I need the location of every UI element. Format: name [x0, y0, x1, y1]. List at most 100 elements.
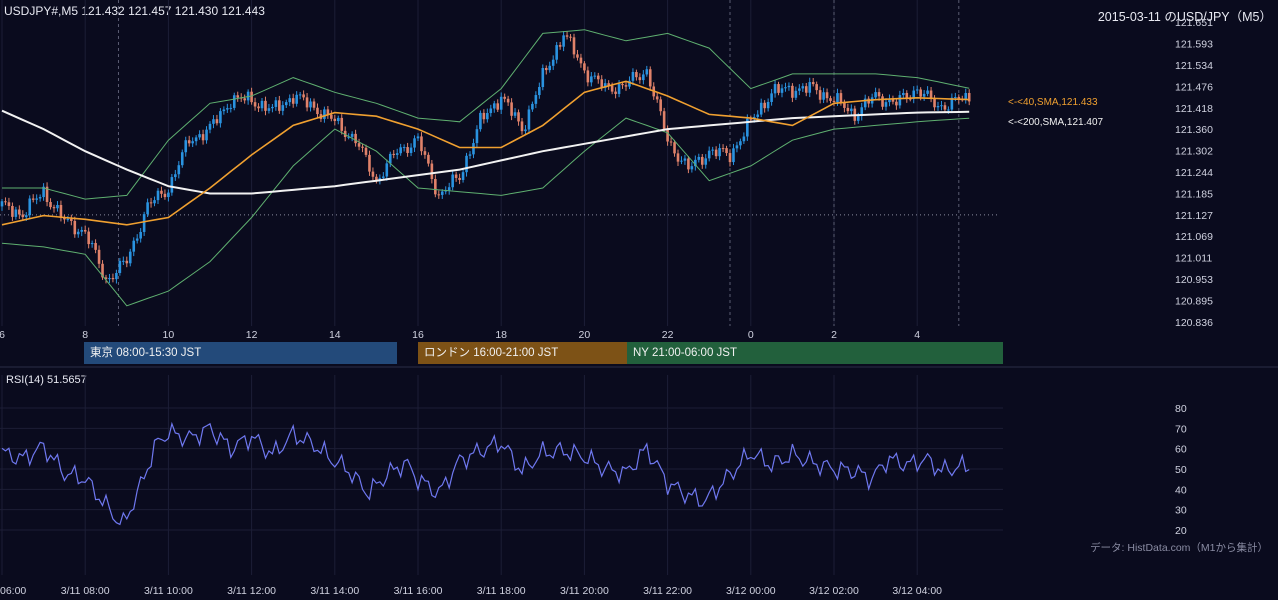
- candle-body: [11, 205, 14, 217]
- candle-body: [291, 98, 295, 104]
- candle-body: [205, 129, 208, 141]
- candle-body: [336, 117, 340, 122]
- candle-body: [895, 101, 898, 106]
- candle-body: [700, 156, 704, 165]
- bollinger-lower-line: [1, 117, 970, 307]
- candle-body: [194, 137, 198, 142]
- candle-body: [243, 98, 246, 101]
- candle-body: [66, 218, 70, 220]
- candle-body: [465, 155, 468, 173]
- candle-body: [406, 147, 409, 153]
- candle-body: [0, 201, 4, 207]
- candle-body: [531, 103, 534, 110]
- candle-body: [499, 96, 503, 110]
- candle-body: [309, 101, 312, 108]
- price-tick-label: 120.895: [1175, 295, 1213, 307]
- candle-body: [617, 84, 621, 94]
- candle-body: [118, 260, 122, 273]
- candle-body: [683, 158, 687, 161]
- candle-body: [21, 214, 25, 218]
- candle-body: [302, 94, 305, 98]
- candle-body: [735, 145, 739, 149]
- candle-body: [905, 92, 909, 99]
- candle-body: [447, 187, 451, 191]
- candle-body: [350, 133, 354, 137]
- price-tick-label: 121.127: [1175, 210, 1213, 222]
- candle-body: [312, 101, 316, 108]
- candle-body: [756, 114, 760, 117]
- candle-body: [208, 123, 212, 130]
- candle-body: [454, 174, 458, 178]
- candle-body: [919, 89, 922, 97]
- candle-body: [333, 118, 337, 122]
- rsi-label: RSI(14) 51.5657: [6, 374, 87, 386]
- candle-body: [451, 174, 454, 188]
- candle-body: [122, 260, 125, 262]
- candle-body: [108, 277, 111, 280]
- candle-body: [635, 72, 638, 78]
- candle-body: [45, 186, 49, 203]
- candle-body: [711, 149, 714, 151]
- candle-body: [236, 95, 240, 98]
- candle-body: [555, 45, 558, 60]
- candle-body: [395, 153, 399, 155]
- candle-body: [434, 179, 437, 195]
- candle-body: [850, 108, 853, 112]
- candle-body: [149, 202, 153, 204]
- candle-body: [881, 96, 884, 107]
- candle-body: [382, 176, 385, 178]
- candle-body: [822, 92, 825, 100]
- candle-body: [908, 98, 912, 100]
- candle-body: [49, 202, 52, 208]
- candle-body: [219, 111, 222, 124]
- candle-body: [902, 92, 905, 96]
- candle-body: [177, 165, 181, 175]
- price-tick-label: 121.185: [1175, 189, 1213, 201]
- rsi-tick-label: 80: [1175, 403, 1187, 415]
- rsi-tick-label: 50: [1175, 464, 1187, 476]
- data-source-note: データ: HistData.com（M1から集計）: [1090, 542, 1268, 554]
- candle-body: [31, 198, 35, 200]
- candle-body: [694, 159, 697, 167]
- candle-body: [759, 102, 763, 115]
- candle-body: [281, 105, 285, 111]
- candle-body: [264, 100, 267, 111]
- candle-body: [97, 249, 101, 264]
- time-tick-label: 3/11 10:00: [144, 585, 193, 597]
- candle-body: [874, 92, 877, 98]
- candle-body: [492, 103, 496, 109]
- candle-body: [475, 129, 479, 144]
- candle-body: [90, 243, 94, 245]
- hour-tick-label: 12: [246, 329, 258, 341]
- candle-body: [52, 207, 56, 209]
- candle-body: [728, 153, 732, 163]
- candle-body: [253, 102, 257, 107]
- candle-body: [777, 84, 780, 93]
- candle-body: [562, 35, 565, 47]
- candle-body: [541, 68, 545, 88]
- candle-body: [409, 147, 413, 153]
- candle-body: [888, 98, 891, 103]
- candle-body: [929, 90, 933, 98]
- candle-body: [721, 148, 725, 150]
- candle-body: [926, 90, 929, 94]
- candle-body: [600, 79, 604, 88]
- chart-title: 2015-03-11 のUSD/JPY（M5）: [1097, 10, 1272, 24]
- candle-body: [655, 96, 659, 100]
- candle-body: [798, 88, 801, 91]
- candle-body: [843, 102, 846, 108]
- candle-body: [461, 172, 465, 180]
- candle-body: [496, 103, 500, 110]
- candle-body: [7, 202, 11, 206]
- candle-body: [184, 140, 188, 153]
- candle-body: [603, 83, 607, 88]
- candle-body: [87, 231, 90, 245]
- candle-body: [648, 69, 652, 87]
- candle-body: [56, 205, 59, 209]
- candle-body: [863, 98, 867, 108]
- candle-body: [829, 98, 832, 101]
- candle-body: [544, 68, 548, 71]
- candle-body: [4, 201, 7, 203]
- candle-body: [538, 87, 541, 96]
- candle-body: [340, 117, 344, 131]
